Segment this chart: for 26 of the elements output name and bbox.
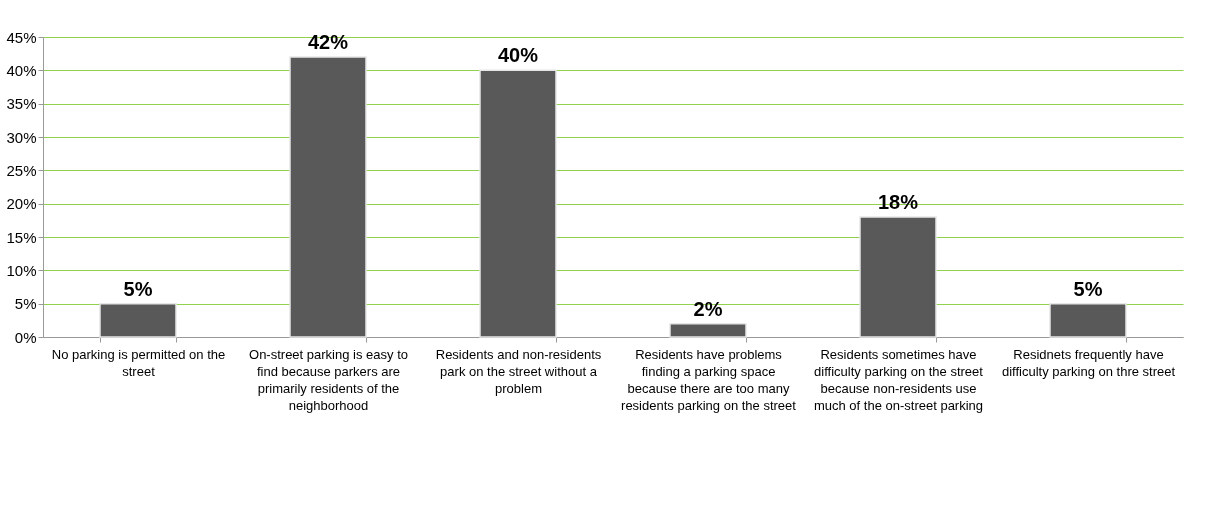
x-tick-label: Residnets frequently have difficulty parking on thre street	[1001, 346, 1176, 379]
x-tick-label: Residents sometimes have difficulty parking on the street because non-residents use much of the on-street parking	[813, 346, 984, 413]
x-tick-label: Residents and non-residents park on the street without a problem	[435, 346, 602, 396]
x-tick-label: On-street parking is easy to find because parkers are primarily residents of the neighborhood	[249, 346, 408, 413]
y-tick-label: 10%	[6, 261, 37, 279]
bar	[859, 216, 937, 338]
y-tick-label: 0%	[14, 328, 37, 346]
y-tick-label: 45%	[6, 28, 37, 46]
y-tick-label: 15%	[6, 228, 37, 246]
bar	[99, 302, 177, 338]
data-label: 5%	[1073, 277, 1103, 300]
bar	[479, 69, 557, 338]
y-tick-label: 35%	[6, 95, 37, 113]
y-tick-label: 40%	[6, 61, 37, 79]
bar	[1049, 302, 1127, 338]
bar	[669, 322, 747, 338]
data-label: 40%	[497, 44, 539, 67]
y-tick-label: 20%	[6, 195, 37, 213]
data-label: 5%	[123, 277, 153, 300]
x-tick-label: Residents have problems finding a parking space because there are too many residents parking on the street	[621, 346, 797, 413]
x-tick-label: No parking is permitted on the street	[51, 346, 226, 379]
bar	[289, 56, 367, 338]
data-label: 42%	[307, 31, 349, 53]
y-tick-label: 30%	[6, 128, 37, 146]
y-tick-label: 25%	[6, 161, 37, 179]
y-tick-label: 5%	[14, 295, 37, 313]
